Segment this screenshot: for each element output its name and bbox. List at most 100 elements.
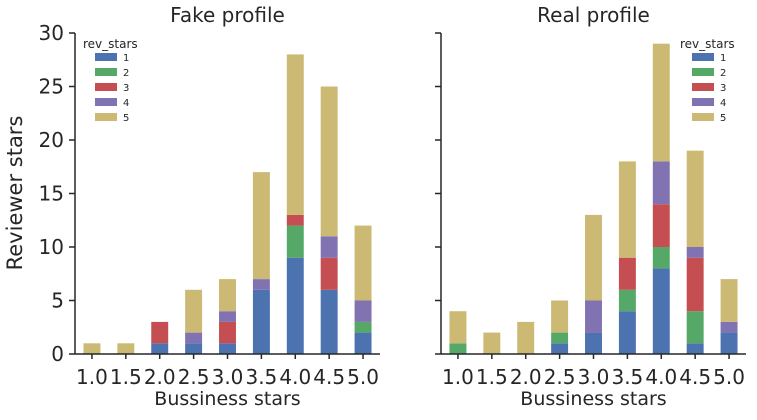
panel2-x-tick-label-2.5: 2.5 xyxy=(544,365,576,389)
panel1-legend-swatch-3 xyxy=(95,83,117,91)
panel1-legend-label-3: 3 xyxy=(123,83,129,94)
panel1-bar-5.0-series-5 xyxy=(354,225,372,301)
panel1-bar-5.0-series-4 xyxy=(354,300,372,322)
panel2-legend-label-2: 2 xyxy=(720,68,726,79)
panel2-bar-4.0-series-3 xyxy=(652,204,670,247)
panel1-x-tick-label-3.0: 3.0 xyxy=(212,365,244,389)
panel1-y-tick-label-30: 30 xyxy=(39,21,64,45)
panel2-bar-4.5-series-5 xyxy=(686,150,704,247)
panel1-bar-5.0-series-2 xyxy=(354,321,372,333)
panel2-legend-swatch-1 xyxy=(692,53,714,61)
panel1-legend-swatch-4 xyxy=(95,98,117,106)
panel1-x-tick-label-3.5: 3.5 xyxy=(245,365,277,389)
panel1-legend-swatch-5 xyxy=(95,113,117,121)
panel2-legend-title: rev_stars xyxy=(680,37,735,51)
panel2-bar-4.0-series-4 xyxy=(652,161,670,205)
panel1-y-tick-label-10: 10 xyxy=(39,235,64,259)
panel1-legend-swatch-2 xyxy=(95,68,117,76)
panel1-y-tick-label-15: 15 xyxy=(39,182,64,206)
panel1-bar-4.0-series-1 xyxy=(286,257,304,354)
panel2-bar-4.0-series-5 xyxy=(652,43,670,162)
panel2-bar-5.0-series-1 xyxy=(720,332,738,354)
panel2-bar-2.0-series-5 xyxy=(517,321,535,354)
panel1-x-axis-label: Bussiness stars xyxy=(154,388,300,410)
panel2-x-tick-label-2.0: 2.0 xyxy=(510,365,542,389)
panel2-x-tick-label-4.0: 4.0 xyxy=(645,365,677,389)
panel1-legend-label-5: 5 xyxy=(123,113,129,124)
panel1-bar-1.5-series-5 xyxy=(117,343,135,354)
panel2-x-tick-label-3.5: 3.5 xyxy=(611,365,643,389)
panel1-bar-2.5-series-5 xyxy=(185,289,203,333)
panel2-bar-4.5-series-4 xyxy=(686,247,704,258)
panel1-x-tick-label-4.0: 4.0 xyxy=(279,365,311,389)
panel2-bar-3.5-series-5 xyxy=(618,161,636,258)
panel2-bar-3.5-series-2 xyxy=(618,289,636,312)
panel2-legend-label-5: 5 xyxy=(720,113,726,124)
panel2-bar-5.0-series-4 xyxy=(720,321,738,333)
panel2-x-tick-label-1.0: 1.0 xyxy=(442,365,474,389)
panel1-x-tick-label-2.0: 2.0 xyxy=(144,365,176,389)
panel1-bar-4.5-series-5 xyxy=(320,86,338,237)
panel2-legend-swatch-4 xyxy=(692,98,714,106)
panel1-bar-2.5-series-1 xyxy=(185,343,203,354)
panel2-bar-4.0-series-1 xyxy=(652,268,670,354)
panel1-bar-3.5-series-5 xyxy=(252,172,270,280)
panel2-x-tick-label-1.5: 1.5 xyxy=(476,365,508,389)
panel2-x-tick-label-3.0: 3.0 xyxy=(578,365,610,389)
panel2-bar-1.0-series-5 xyxy=(449,311,467,344)
panel1-y-tick-label-20: 20 xyxy=(39,128,64,152)
panel1-bar-2.0-series-1 xyxy=(151,343,169,354)
panel2-legend-label-4: 4 xyxy=(720,98,726,109)
y-axis-label: Reviewer stars xyxy=(3,116,27,271)
panel1-bar-3.0-series-3 xyxy=(219,321,236,344)
panel1-bar-4.5-series-1 xyxy=(320,289,338,354)
panel1-bar-3.5-series-4 xyxy=(252,279,270,290)
panel2-bar-2.5-series-5 xyxy=(551,300,569,333)
panel2-x-axis-label: Bussiness stars xyxy=(520,388,666,410)
panel1-bar-3.0-series-4 xyxy=(219,311,236,322)
panel2-title: Real profile xyxy=(537,3,650,27)
panel1-x-tick-label-5.0: 5.0 xyxy=(347,365,379,389)
panel2-x-tick-label-5.0: 5.0 xyxy=(713,365,745,389)
panel1-bar-2.5-series-4 xyxy=(185,332,203,344)
panel1-bar-3.0-series-1 xyxy=(219,343,236,354)
panel1-title: Fake profile xyxy=(170,3,285,27)
panel2-legend-label-1: 1 xyxy=(720,53,726,64)
panel2-bar-5.0-series-5 xyxy=(720,279,738,322)
panel2-bar-3.0-series-1 xyxy=(585,332,602,354)
panel2-bar-4.5-series-1 xyxy=(686,343,704,354)
panel2-bar-3.0-series-5 xyxy=(585,214,602,301)
panel1-bar-4.0-series-2 xyxy=(286,225,304,258)
panel2-legend-swatch-3 xyxy=(692,83,714,91)
panel2-bar-3.0-series-4 xyxy=(585,300,602,333)
panel1-bar-4.0-series-3 xyxy=(286,214,304,226)
panel2-legend-label-3: 3 xyxy=(720,83,726,94)
panel2-bar-2.5-series-2 xyxy=(551,332,569,344)
panel1-x-tick-label-4.5: 4.5 xyxy=(313,365,345,389)
panel1-legend-label-2: 2 xyxy=(123,68,129,79)
panel1-legend-swatch-1 xyxy=(95,53,117,61)
panel1-bar-4.5-series-3 xyxy=(320,257,338,290)
panel1-y-tick-label-0: 0 xyxy=(51,342,64,366)
panel2-x-tick-label-4.5: 4.5 xyxy=(679,365,711,389)
panel2-legend-swatch-5 xyxy=(692,113,714,121)
panel1-bar-1.0-series-5 xyxy=(83,343,101,354)
panel2-bar-3.5-series-3 xyxy=(618,257,636,290)
panel2-bar-4.0-series-2 xyxy=(652,247,670,269)
panel2-bar-3.5-series-1 xyxy=(618,311,636,354)
panel1-y-tick-label-25: 25 xyxy=(39,75,64,99)
panel1-y-tick-label-5: 5 xyxy=(51,289,64,313)
panel1-bar-4.5-series-4 xyxy=(320,236,338,258)
panel2-bar-4.5-series-3 xyxy=(686,257,704,312)
panel2-bar-2.5-series-1 xyxy=(551,343,569,354)
panel2-bar-1.0-series-2 xyxy=(449,343,467,354)
panel2-bar-4.5-series-2 xyxy=(686,311,704,344)
panel1-bar-3.0-series-5 xyxy=(219,279,236,312)
panel1-legend-label-4: 4 xyxy=(123,98,129,109)
panel1-x-tick-label-1.0: 1.0 xyxy=(76,365,108,389)
panel1-legend-label-1: 1 xyxy=(123,53,129,64)
panel2-legend-swatch-2 xyxy=(692,68,714,76)
panel1-bar-5.0-series-1 xyxy=(354,332,372,354)
